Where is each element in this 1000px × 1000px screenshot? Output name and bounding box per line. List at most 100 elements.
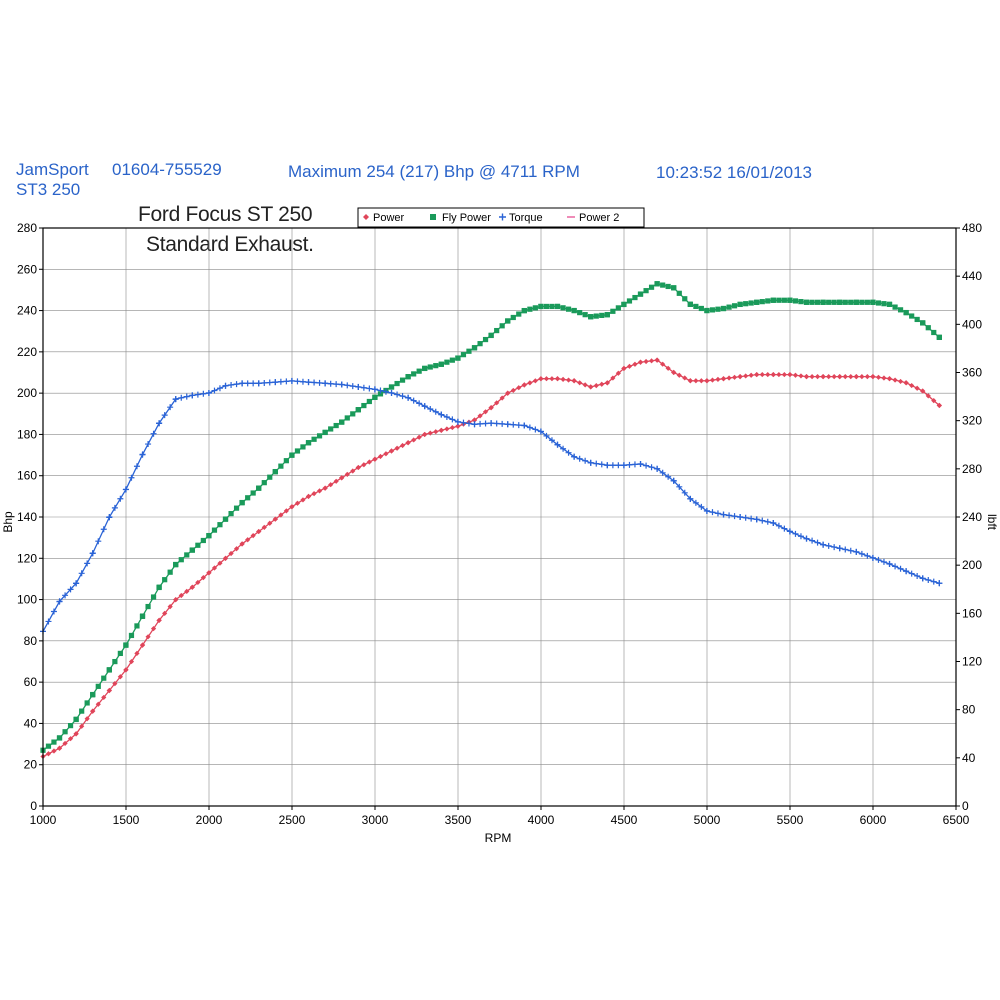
data-point xyxy=(45,743,52,749)
legend-marker-torque xyxy=(499,213,506,221)
data-point xyxy=(233,546,240,552)
data-point xyxy=(538,303,544,310)
data-point xyxy=(416,400,423,407)
data-point xyxy=(167,404,174,411)
data-point xyxy=(654,465,661,472)
data-point xyxy=(543,303,550,310)
data-point xyxy=(100,526,107,533)
data-point xyxy=(189,584,195,590)
data-point xyxy=(881,301,887,307)
data-point xyxy=(150,594,157,600)
y-tick-label: 280 xyxy=(17,221,37,235)
legend-item-power: Power xyxy=(363,212,405,224)
data-point xyxy=(90,691,96,698)
data-point xyxy=(615,370,621,376)
data-point xyxy=(848,299,854,305)
data-point xyxy=(383,451,389,457)
data-point xyxy=(117,674,123,680)
data-point xyxy=(372,394,378,400)
data-point xyxy=(150,626,157,632)
car-code: ST3 250 xyxy=(16,180,81,199)
data-point xyxy=(443,414,450,421)
data-point xyxy=(488,420,495,427)
data-point xyxy=(681,489,688,496)
data-point xyxy=(897,378,904,385)
data-point xyxy=(405,440,411,446)
data-point xyxy=(721,305,727,312)
data-point xyxy=(173,561,179,568)
y2-tick-label: 360 xyxy=(962,366,982,380)
data-point xyxy=(903,568,910,575)
data-point xyxy=(111,504,118,511)
x-tick-label: 3500 xyxy=(445,813,472,827)
data-point xyxy=(698,503,705,510)
data-point xyxy=(134,650,140,657)
data-point xyxy=(283,378,290,385)
data-point xyxy=(892,377,898,383)
data-point xyxy=(804,299,810,305)
data-point xyxy=(588,384,594,390)
data-point xyxy=(328,482,334,488)
data-point xyxy=(887,376,893,382)
data-point xyxy=(477,413,483,419)
phone-number: 01604-755529 xyxy=(112,160,222,179)
data-point xyxy=(753,516,760,523)
data-point xyxy=(416,434,422,440)
data-point xyxy=(610,375,616,381)
y2-tick-label: 120 xyxy=(962,655,982,669)
data-point xyxy=(831,299,837,305)
y2-tick-label: 440 xyxy=(962,269,982,283)
data-point xyxy=(466,348,472,354)
data-point xyxy=(488,332,494,338)
legend: Power Fly Power Torque Power 2 xyxy=(357,207,645,228)
data-point xyxy=(936,334,942,341)
data-point xyxy=(809,374,815,380)
data-point xyxy=(394,380,400,387)
data-point xyxy=(472,345,478,351)
data-point xyxy=(449,424,455,431)
y2-tick-label: 400 xyxy=(962,317,982,331)
data-point xyxy=(183,393,190,400)
data-point xyxy=(715,376,721,382)
data-point xyxy=(615,305,621,311)
data-point xyxy=(444,359,450,365)
data-point xyxy=(892,304,898,310)
data-point xyxy=(455,355,461,361)
data-point xyxy=(106,667,112,673)
data-point xyxy=(571,453,578,460)
data-point xyxy=(670,477,677,484)
data-point xyxy=(571,307,577,314)
data-point xyxy=(394,445,400,451)
data-point xyxy=(156,617,162,623)
data-point xyxy=(84,716,90,722)
data-point xyxy=(908,570,915,577)
data-point xyxy=(112,658,118,665)
data-point xyxy=(311,379,318,386)
data-point xyxy=(322,485,328,491)
data-point xyxy=(621,462,627,469)
data-point xyxy=(245,495,251,501)
data-point xyxy=(233,505,240,511)
data-point xyxy=(797,533,804,540)
x-tick-label: 3000 xyxy=(362,813,389,827)
data-point xyxy=(516,311,522,317)
data-point xyxy=(422,365,428,371)
data-point xyxy=(565,449,572,456)
data-point xyxy=(864,552,871,559)
data-point xyxy=(560,445,567,452)
data-point xyxy=(527,306,533,312)
data-point xyxy=(233,381,240,388)
data-point xyxy=(660,282,666,288)
y-tick-label: 220 xyxy=(17,345,37,359)
data-point xyxy=(809,299,815,305)
data-point xyxy=(228,550,234,557)
data-point xyxy=(571,378,577,384)
data-point xyxy=(593,382,599,389)
legend-item-power-2: Power 2 xyxy=(567,212,619,224)
series-layer xyxy=(40,281,943,760)
legend-label-fly-power: Fly Power xyxy=(442,212,491,224)
y-tick-label: 60 xyxy=(24,675,38,689)
data-point xyxy=(316,433,323,439)
series-torque xyxy=(40,377,943,635)
data-point xyxy=(377,391,384,397)
